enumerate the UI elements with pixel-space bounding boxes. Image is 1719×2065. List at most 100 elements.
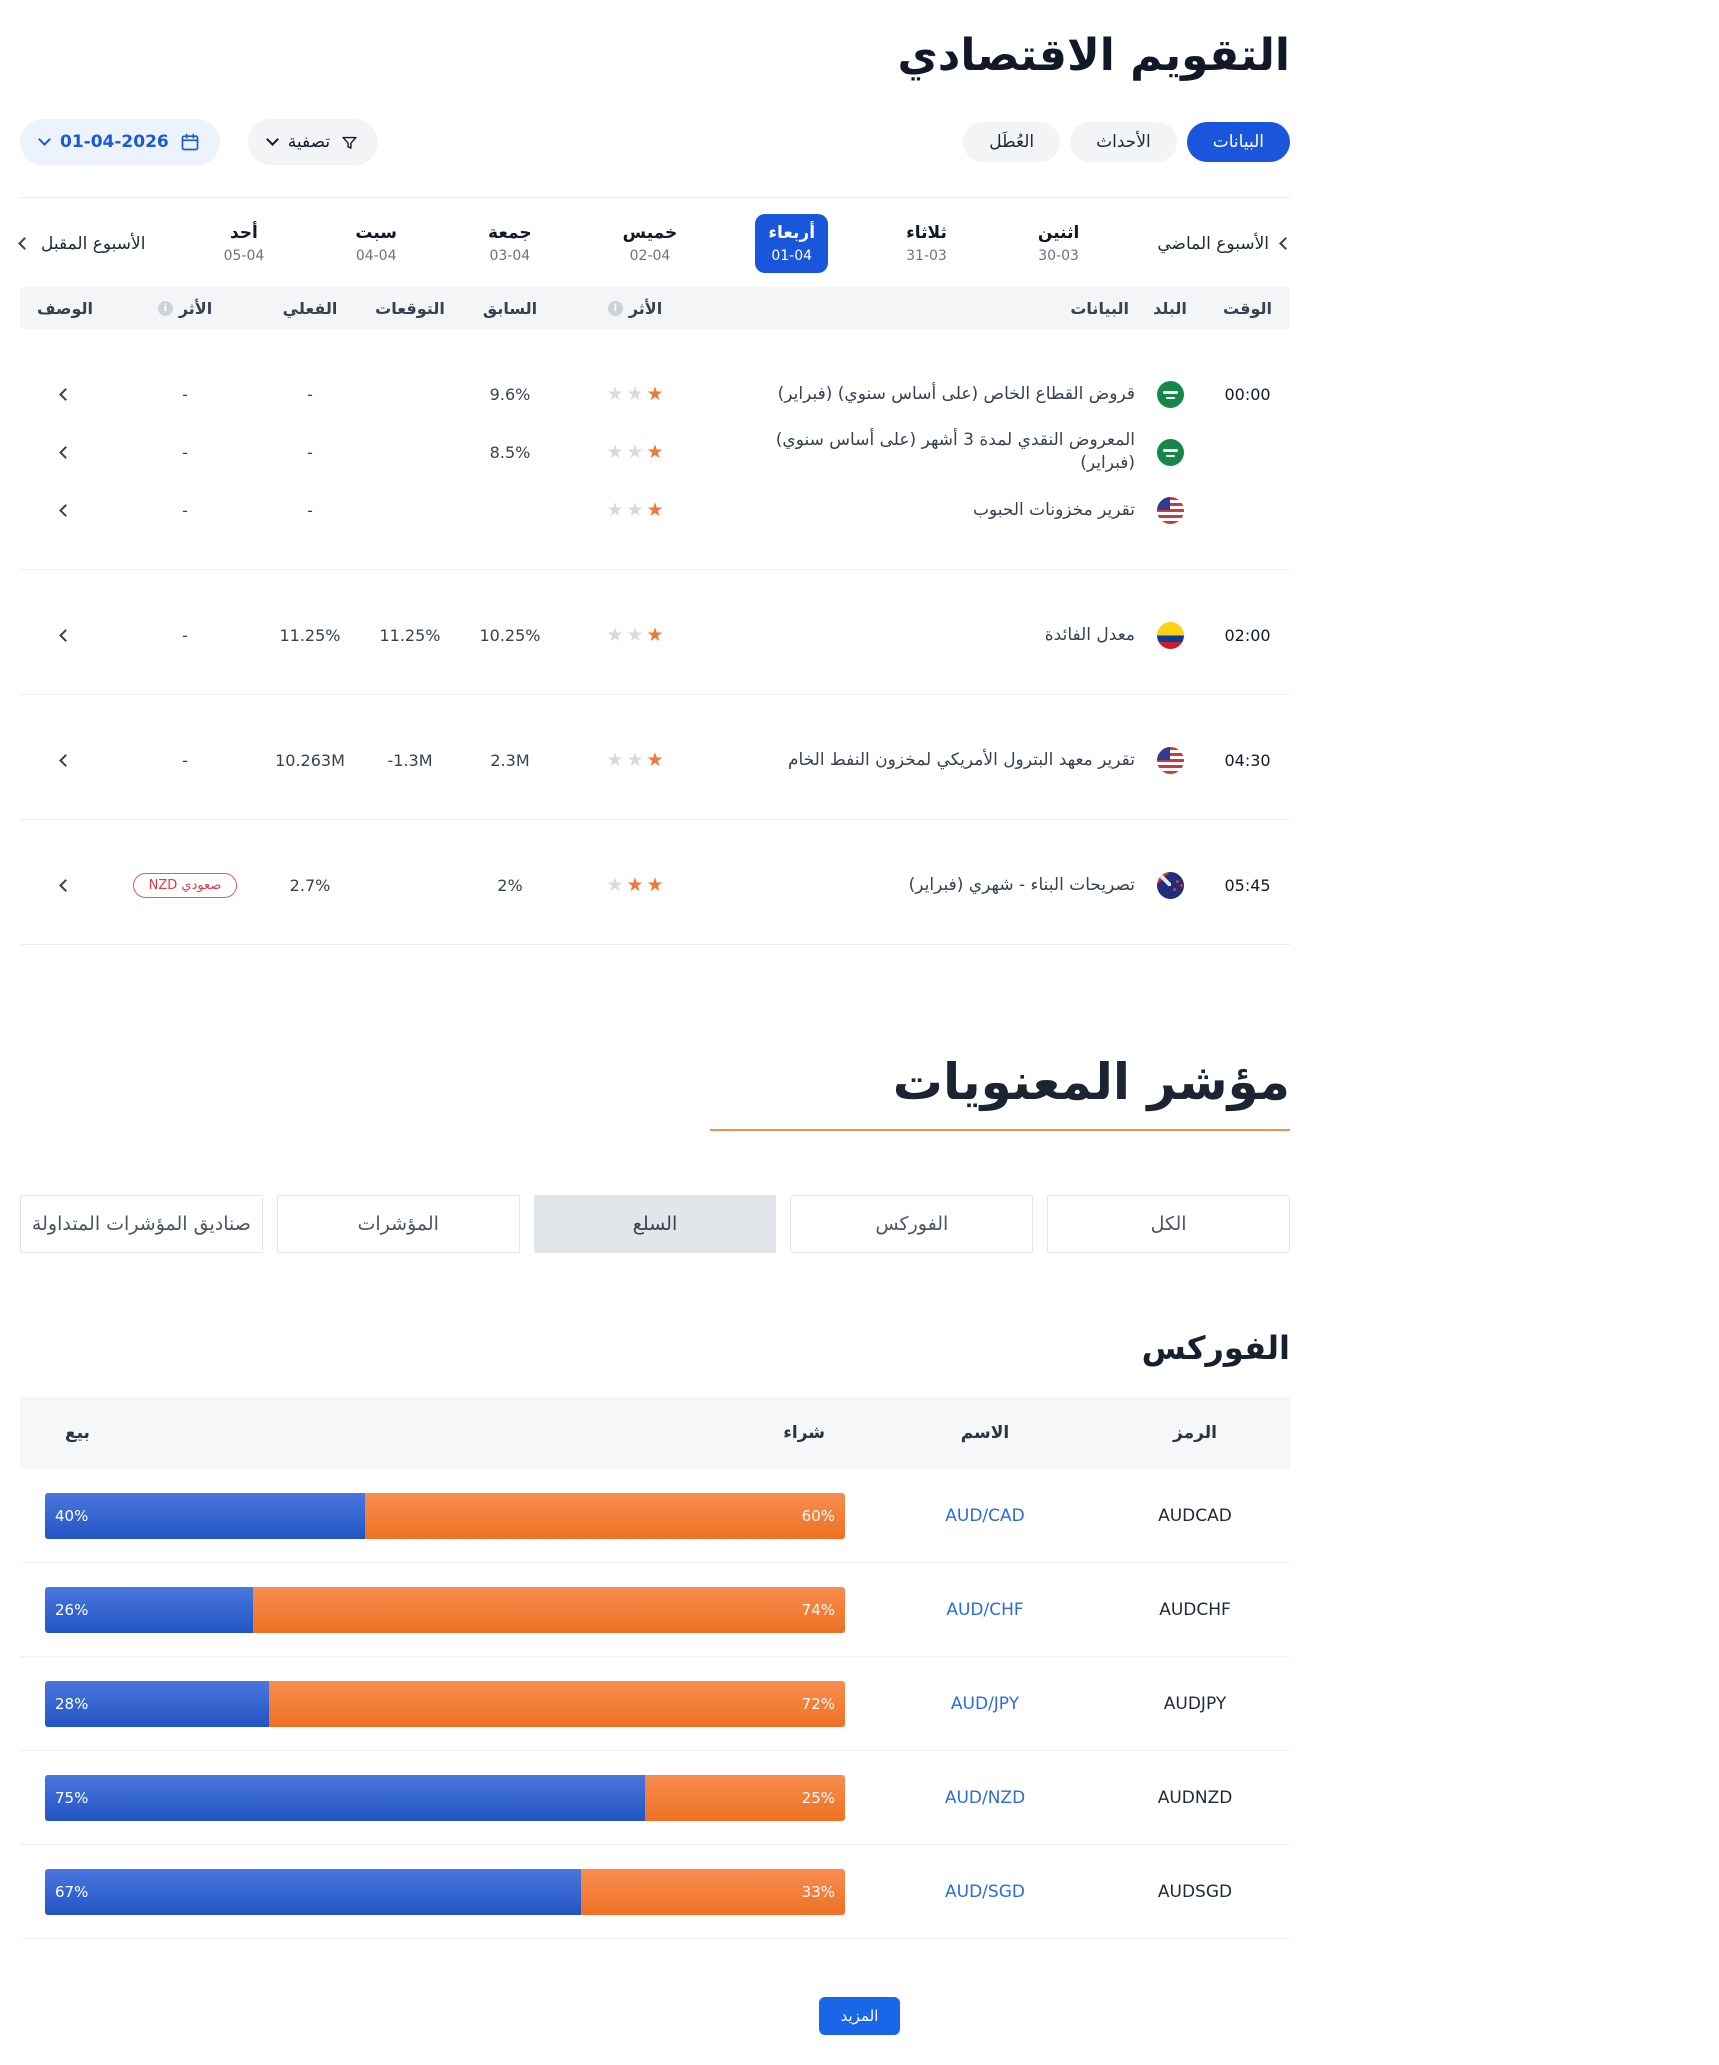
filter-label: تصفية [287, 132, 331, 152]
sell-bar: 40% [45, 1492, 365, 1539]
view-tab[interactable]: البيانات [1186, 122, 1290, 162]
day-name: ثلاثاء [906, 223, 947, 243]
last-week-label: الأسبوع الماضي [1157, 233, 1269, 254]
country-flag [1156, 496, 1184, 524]
calendar-time-group: 00:00 قروض القطاع الخاص (على أساس سنوي) … [20, 329, 1290, 570]
actual-value: - [307, 442, 313, 462]
expand-row-button[interactable] [55, 875, 76, 896]
day-date: 02-04 [629, 248, 671, 264]
star-icon: ★ [626, 498, 644, 521]
info-icon[interactable]: i [157, 300, 173, 316]
actual-value: - [307, 500, 313, 520]
forecast-value: -1.3M [387, 750, 433, 770]
sentiment-bar: 28% 72% [45, 1680, 845, 1727]
buy-bar: 72% [269, 1680, 845, 1727]
impact-stars: ★ ★ ★ [560, 498, 710, 521]
event-name: معدل الفائدة [1044, 624, 1135, 645]
actual-value: 10.263M [275, 750, 345, 770]
week-nav: الأسبوع الماضي اثنين 30-03 ثلاثاء 31-03 … [18, 197, 1292, 273]
star-icon: ★ [626, 623, 644, 646]
star-icon: ★ [606, 498, 624, 521]
calendar-time-group: 05:45 تصريحات البناء - شهري (فبراير) ★ ★… [20, 820, 1290, 945]
day-name: جمعة [488, 223, 532, 243]
star-icon: ★ [646, 623, 664, 646]
sentiment-tab[interactable]: السلع [533, 1195, 777, 1253]
sell-bar: 28% [45, 1680, 269, 1727]
day-tab[interactable]: خميس 02-04 [610, 214, 691, 273]
chevron-left-icon [58, 387, 72, 401]
sentiment-tabs: الكل الفوركس السلع المؤشرات صناديق المؤشرات … [20, 1195, 1290, 1253]
expand-row-button[interactable] [55, 625, 76, 646]
effect-value: - [182, 500, 188, 520]
expand-row-button[interactable] [55, 384, 76, 405]
pair-link[interactable]: AUD/SGD [945, 1881, 1025, 1902]
col-effect: الأثر i [110, 299, 260, 318]
more-button[interactable]: المزيد [818, 1997, 901, 2035]
actual-value: 2.7% [289, 875, 331, 895]
day-tab[interactable]: سبت 04-04 [342, 214, 410, 273]
star-icon: ★ [606, 623, 624, 646]
sentiment-tab[interactable]: الكل [1047, 1195, 1290, 1253]
expand-row-button[interactable] [55, 750, 76, 771]
view-tab[interactable]: العُطَل [963, 122, 1061, 162]
star-icon: ★ [626, 748, 644, 771]
sentiment-bar: 26% 74% [45, 1586, 845, 1633]
view-tab[interactable]: الأحداث [1070, 122, 1177, 162]
expand-row-button[interactable] [55, 442, 76, 463]
info-icon[interactable]: i [607, 300, 623, 316]
last-week-button[interactable]: الأسبوع الماضي [1157, 233, 1292, 254]
day-date: 05-04 [223, 248, 265, 264]
day-date: 04-04 [355, 248, 397, 264]
chevron-left-icon [58, 628, 72, 642]
actual-value: - [307, 384, 313, 404]
day-name: أربعاء [768, 223, 816, 243]
col-data: البيانات [1070, 298, 1129, 318]
sell-bar: 67% [45, 1868, 581, 1915]
buy-percent: 33% [801, 1882, 835, 1901]
previous-value: 2% [497, 875, 523, 895]
col-buy: شراء [783, 1423, 825, 1443]
date-picker[interactable]: 01-04-2026 [20, 119, 220, 165]
col-time: الوقت [1223, 298, 1272, 318]
sentiment-title: مؤشر المعنويات [892, 1053, 1290, 1111]
col-description: الوصف [36, 298, 94, 318]
sell-percent: 75% [55, 1788, 89, 1807]
sentiment-tab[interactable]: صناديق المؤشرات المتداولة [20, 1195, 263, 1253]
previous-value: 8.5% [489, 442, 531, 462]
country-flag [1156, 871, 1184, 899]
star-icon: ★ [606, 748, 624, 771]
expand-row-button[interactable] [55, 500, 76, 521]
impact-stars: ★ ★ ★ [560, 748, 710, 771]
day-tab[interactable]: اثنين 30-03 [1025, 214, 1092, 273]
day-tab[interactable]: أربعاء 01-04 [755, 214, 829, 273]
event-time: 02:00 [1224, 625, 1271, 645]
forex-section-title: الفوركس [1141, 1329, 1290, 1367]
date-value: 01-04-2026 [60, 132, 169, 152]
pair-link[interactable]: AUD/CHF [946, 1599, 1024, 1620]
sentiment-tab[interactable]: الفوركس [790, 1195, 1034, 1253]
next-week-button[interactable]: الأسبوع المقبل [18, 234, 145, 254]
day-tab[interactable]: جمعة 03-04 [475, 214, 545, 273]
event-name: المعروض النقدي لمدة 3 أشهر (على أساس سنو… [775, 430, 1135, 473]
col-sell: بيع [65, 1423, 90, 1443]
pair-link[interactable]: AUD/JPY [950, 1693, 1020, 1714]
calendar-row: 02:00 معدل الفائدة ★ ★ ★ 10.25% 11.25% 1… [20, 606, 1290, 664]
chevron-down-icon [265, 133, 279, 146]
calendar-time-group: 04:30 تقرير معهد البترول الأمريكي لمخزون… [20, 695, 1290, 820]
sentiment-tab[interactable]: المؤشرات [276, 1195, 520, 1253]
col-previous: السابق [482, 298, 538, 318]
pair-link[interactable]: AUD/CAD [945, 1505, 1025, 1526]
day-tab[interactable]: ثلاثاء 31-03 [893, 214, 960, 273]
buy-bar: 33% [581, 1868, 845, 1915]
calendar-icon [181, 133, 199, 151]
col-forecast: التوقعات [375, 298, 445, 318]
chevron-down-icon [38, 133, 51, 146]
pair-link[interactable]: AUD/NZD [944, 1787, 1026, 1808]
pair-symbol: AUDCAD [1158, 1505, 1232, 1526]
filter-button[interactable]: تصفية [247, 119, 379, 165]
calendar-row: المعروض النقدي لمدة 3 أشهر (على أساس سنو… [20, 423, 1290, 481]
filter-icon [342, 136, 357, 149]
sentiment-bar: 75% 25% [45, 1774, 845, 1821]
effect-value: صعودي NZD [110, 872, 260, 898]
day-tab[interactable]: أحد 05-04 [211, 214, 278, 273]
